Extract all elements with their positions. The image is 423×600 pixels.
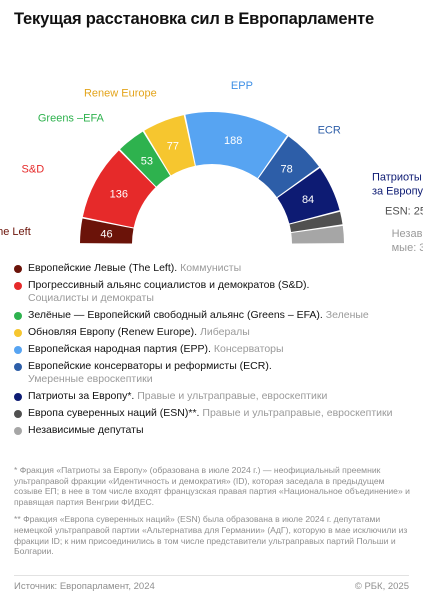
legend-party-note: Правые и ультраправые, евроскептики [137, 390, 328, 402]
series-label-esn: ESN: 25 [385, 205, 423, 217]
legend-item-ni: Независимые депутаты [14, 424, 414, 437]
legend-item-greens: Зелёные — Европейский свободный альянс (… [14, 309, 414, 322]
legend-party-name: Европейские Левые (The Left). [28, 262, 178, 274]
legend-party-name: Европейская народная партия (EPP). [28, 343, 211, 355]
series-label-greens: Greens –EFA [38, 113, 105, 125]
segment-esn [289, 211, 343, 233]
value-label-pfe: 84 [302, 194, 314, 206]
legend-swatch [14, 265, 22, 273]
legend-party-note: Консерваторы [213, 343, 284, 355]
series-label-pfe: Патриоты за Европу [372, 172, 423, 198]
legend-party-note: Зеленые [325, 309, 369, 321]
legend-swatch [14, 393, 22, 401]
series-label-ecr: ECR [318, 124, 341, 136]
legend-swatch [14, 282, 22, 290]
parliament-chart: 46 The Left 136 S&D 53 Greens –EFA 77 Renew Eur… [0, 80, 423, 254]
legend-item-ecr: Европейские консерваторы и реформисты (E… [14, 360, 414, 386]
segment-renew [144, 115, 195, 176]
legend-party-note: Коммунисты [180, 262, 242, 274]
series-label-sd: S&D [22, 163, 45, 175]
legend-swatch [14, 427, 22, 435]
page-title: Текущая расстановка сил в Европарламенте [14, 10, 374, 28]
segment-the_left [80, 218, 134, 244]
legend-swatch [14, 329, 22, 337]
legend-party-note: Либералы [199, 326, 250, 338]
legend-item-sd: Прогрессивный альянс социалистов и демок… [14, 279, 414, 305]
legend-party-note: Умеренные евроскептики [28, 373, 153, 385]
series-label-ni: Независи-мые: 33 [392, 228, 423, 254]
legend-item-the-left: Европейские Левые (The Left). Коммунисты [14, 262, 414, 275]
footnote-patriots: * Фракция «Патриоты за Европу» (образова… [14, 465, 410, 507]
legend-party-note: Правые и ультраправые, евроскептики [202, 407, 393, 419]
legend-swatch [14, 346, 22, 354]
legend-swatch [14, 410, 22, 418]
footnotes: * Фракция «Патриоты за Европу» (образова… [14, 465, 410, 564]
source-text: Источник: Европарламент, 2024 [14, 581, 155, 592]
segment-pfe [277, 168, 340, 224]
legend-swatch [14, 363, 22, 371]
legend-item-esn: Европа суверенных наций (ESN)**. Правые … [14, 407, 414, 420]
value-label-epp: 188 [224, 135, 242, 147]
value-label-greens: 53 [141, 155, 153, 167]
value-label-renew: 77 [167, 140, 179, 152]
value-label-sd: 136 [110, 188, 128, 200]
legend-swatch [14, 312, 22, 320]
legend-party-name: Обновляя Европу (Renew Europe). [28, 326, 198, 338]
legend-party-name: Европа суверенных наций (ESN)**. [28, 407, 200, 419]
segment-greens [120, 131, 171, 187]
series-label-epp: EPP [231, 80, 253, 92]
legend-party-name: Независимые депутаты [28, 424, 144, 436]
footnote-esn: ** Фракция «Европа суверенных наций» (ES… [14, 514, 408, 557]
segment-sd [82, 150, 156, 228]
legend-party-note: Социалисты и демократы [28, 292, 154, 304]
legend-party-name: Патриоты за Европу*. [28, 390, 135, 402]
segment-ecr [258, 136, 319, 198]
legend: Европейские Левые (The Left). Коммунисты… [14, 262, 414, 441]
copyright-text: © РБК, 2025 [354, 581, 409, 592]
legend-item-epp: Европейская народная партия (EPP). Консе… [14, 343, 414, 356]
footer: Источник: Европарламент, 2024 © РБК, 202… [14, 575, 409, 596]
legend-party-name: Прогрессивный альянс социалистов и демок… [28, 279, 310, 291]
legend-party-name: Зелёные — Европейский свободный альянс (… [28, 309, 323, 321]
segment-ni [291, 225, 344, 244]
segment-epp [185, 112, 288, 179]
series-label-the_left: The Left [0, 226, 31, 238]
legend-item-renew: Обновляя Европу (Renew Europe). Либералы [14, 326, 414, 339]
value-label-ecr: 78 [281, 164, 293, 176]
series-label-renew: Renew Europe [84, 88, 157, 100]
legend-party-name: Европейские консерваторы и реформисты (E… [28, 360, 272, 372]
value-label-the_left: 46 [100, 228, 112, 240]
legend-item-pfe: Патриоты за Европу*. Правые и ультраправ… [14, 390, 414, 403]
